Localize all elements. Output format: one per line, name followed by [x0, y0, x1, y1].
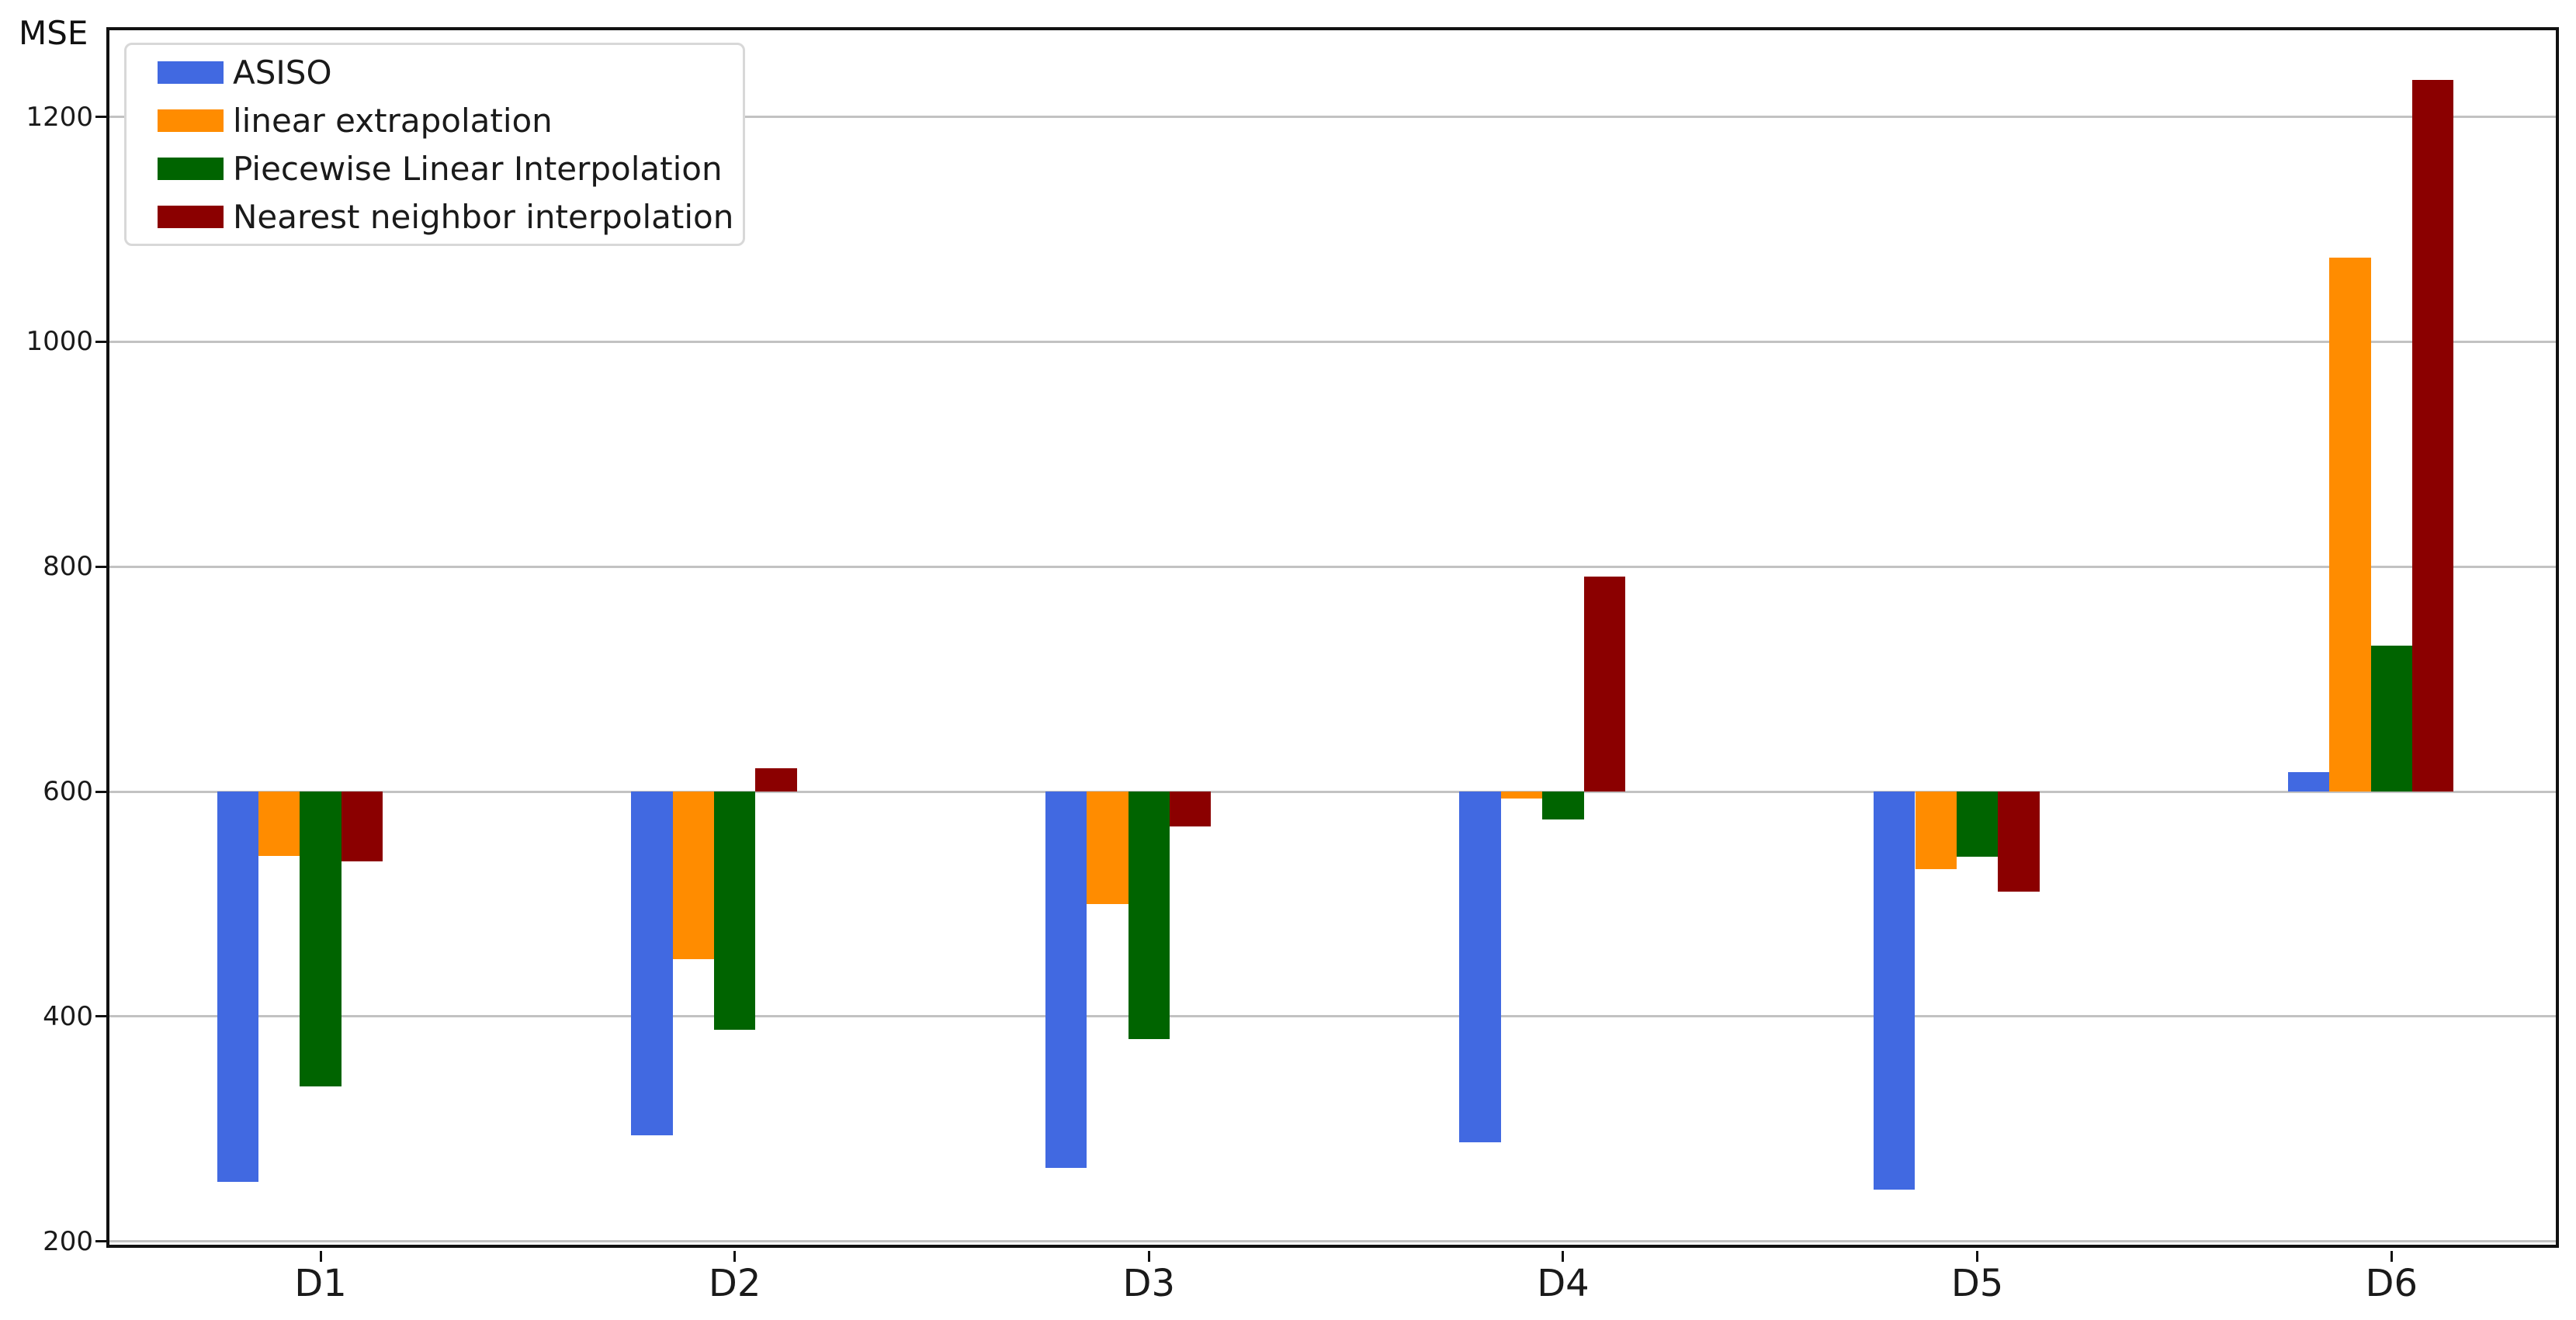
- bar-D1-series-2: [300, 792, 342, 1086]
- y-tick-label: 1200: [26, 101, 93, 133]
- legend-label: Nearest neighbor interpolation: [233, 197, 734, 236]
- x-tick-label-D4: D4: [1537, 1262, 1590, 1305]
- bar-D2-series-2: [713, 792, 756, 1031]
- y-axis-title: MSE: [19, 14, 88, 52]
- y-tick-label: 800: [43, 551, 93, 583]
- bar-D6-series-2: [2370, 645, 2412, 792]
- bar-D4-series-3: [1583, 577, 1626, 792]
- legend-label: Piecewise Linear Interpolation: [233, 149, 723, 188]
- legend-item-1: linear extrapolation: [127, 96, 743, 144]
- bar-D5-series-3: [1998, 792, 2040, 892]
- bar-D4-series-1: [1500, 792, 1543, 799]
- bar-D1-series-1: [258, 792, 300, 856]
- y-tick-mark: [95, 790, 106, 793]
- x-tick-mark: [1976, 1251, 1979, 1262]
- gridline-400: [109, 1015, 2556, 1018]
- bar-D5-series-1: [1915, 792, 1957, 869]
- gridline-1000: [109, 340, 2556, 343]
- y-tick-mark: [95, 1015, 106, 1018]
- legend-swatch-icon: [158, 205, 224, 228]
- bar-D2-series-3: [755, 767, 797, 792]
- legend-label: linear extrapolation: [233, 101, 553, 140]
- x-tick-mark: [2390, 1251, 2393, 1262]
- bar-D3-series-0: [1045, 792, 1087, 1169]
- plot-area: [106, 27, 2559, 1248]
- legend-swatch-icon: [158, 109, 224, 132]
- y-tick-label: 600: [43, 776, 93, 808]
- legend-item-2: Piecewise Linear Interpolation: [127, 144, 743, 192]
- bar-D3-series-3: [1170, 792, 1212, 826]
- legend-item-3: Nearest neighbor interpolation: [127, 192, 743, 241]
- bar-D1-series-3: [341, 792, 383, 861]
- legend-swatch-icon: [158, 61, 224, 84]
- x-tick-label-D2: D2: [708, 1262, 761, 1305]
- bar-D1-series-0: [217, 792, 258, 1182]
- bar-D2-series-0: [631, 792, 673, 1136]
- x-tick-mark: [1562, 1251, 1565, 1262]
- bar-D6-series-1: [2329, 257, 2371, 792]
- bar-D5-series-2: [1956, 792, 1999, 857]
- x-tick-label-D1: D1: [294, 1262, 347, 1305]
- y-tick-mark: [95, 340, 106, 343]
- y-tick-mark: [95, 1240, 106, 1243]
- x-tick-label-D5: D5: [1950, 1262, 2004, 1305]
- y-tick-label: 400: [43, 1000, 93, 1032]
- gridline-1200: [109, 116, 2556, 119]
- y-tick-label: 200: [43, 1225, 93, 1257]
- bar-D4-series-0: [1459, 792, 1501, 1143]
- legend-rows: ASISO linear extrapolation Piecewise Linea…: [127, 48, 743, 241]
- y-tick-label: 1000: [26, 326, 93, 358]
- y-tick-mark: [95, 116, 106, 119]
- gridline-800: [109, 565, 2556, 568]
- x-tick-label-D3: D3: [1122, 1262, 1176, 1305]
- bar-D3-series-2: [1128, 792, 1170, 1039]
- x-tick-mark: [319, 1251, 322, 1262]
- bar-D6-series-0: [2287, 772, 2330, 792]
- bar-D3-series-1: [1087, 792, 1129, 904]
- gridline-600: [109, 790, 2556, 793]
- bar-D2-series-1: [672, 792, 714, 959]
- x-tick-mark: [733, 1251, 737, 1262]
- bar-D6-series-3: [2411, 79, 2454, 792]
- gridline-200: [109, 1240, 2556, 1243]
- legend-swatch-icon: [158, 157, 224, 180]
- legend-item-0: ASISO: [127, 48, 743, 96]
- bar-D5-series-0: [1874, 792, 1916, 1190]
- legend: ASISO linear extrapolation Piecewise Linea…: [124, 43, 745, 246]
- x-tick-mark: [1147, 1251, 1150, 1262]
- bar-D4-series-2: [1542, 792, 1584, 820]
- x-tick-label-D6: D6: [2365, 1262, 2418, 1305]
- legend-label: ASISO: [233, 53, 332, 92]
- y-tick-mark: [95, 565, 106, 568]
